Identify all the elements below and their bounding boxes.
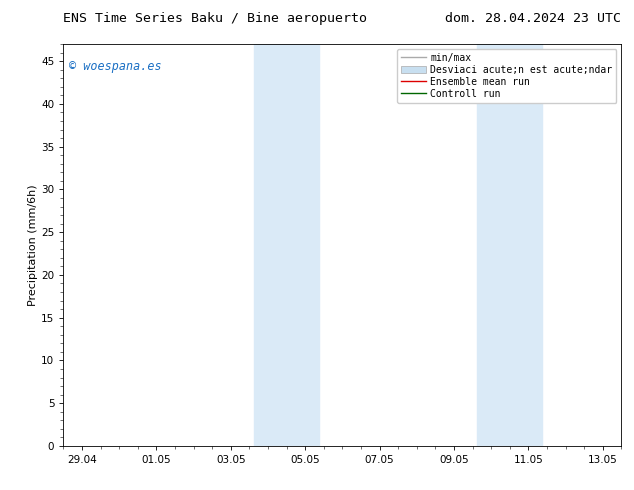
Text: © woespana.es: © woespana.es bbox=[69, 60, 162, 73]
Bar bbox=[254, 44, 320, 446]
Y-axis label: Precipitation (mm/6h): Precipitation (mm/6h) bbox=[29, 184, 38, 306]
Legend: min/max, Desviaci acute;n est acute;ndar, Ensemble mean run, Controll run: min/max, Desviaci acute;n est acute;ndar… bbox=[398, 49, 616, 102]
Text: ENS Time Series Baku / Bine aeropuerto: ENS Time Series Baku / Bine aeropuerto bbox=[63, 12, 367, 25]
Bar bbox=[477, 44, 543, 446]
Text: dom. 28.04.2024 23 UTC: dom. 28.04.2024 23 UTC bbox=[445, 12, 621, 25]
